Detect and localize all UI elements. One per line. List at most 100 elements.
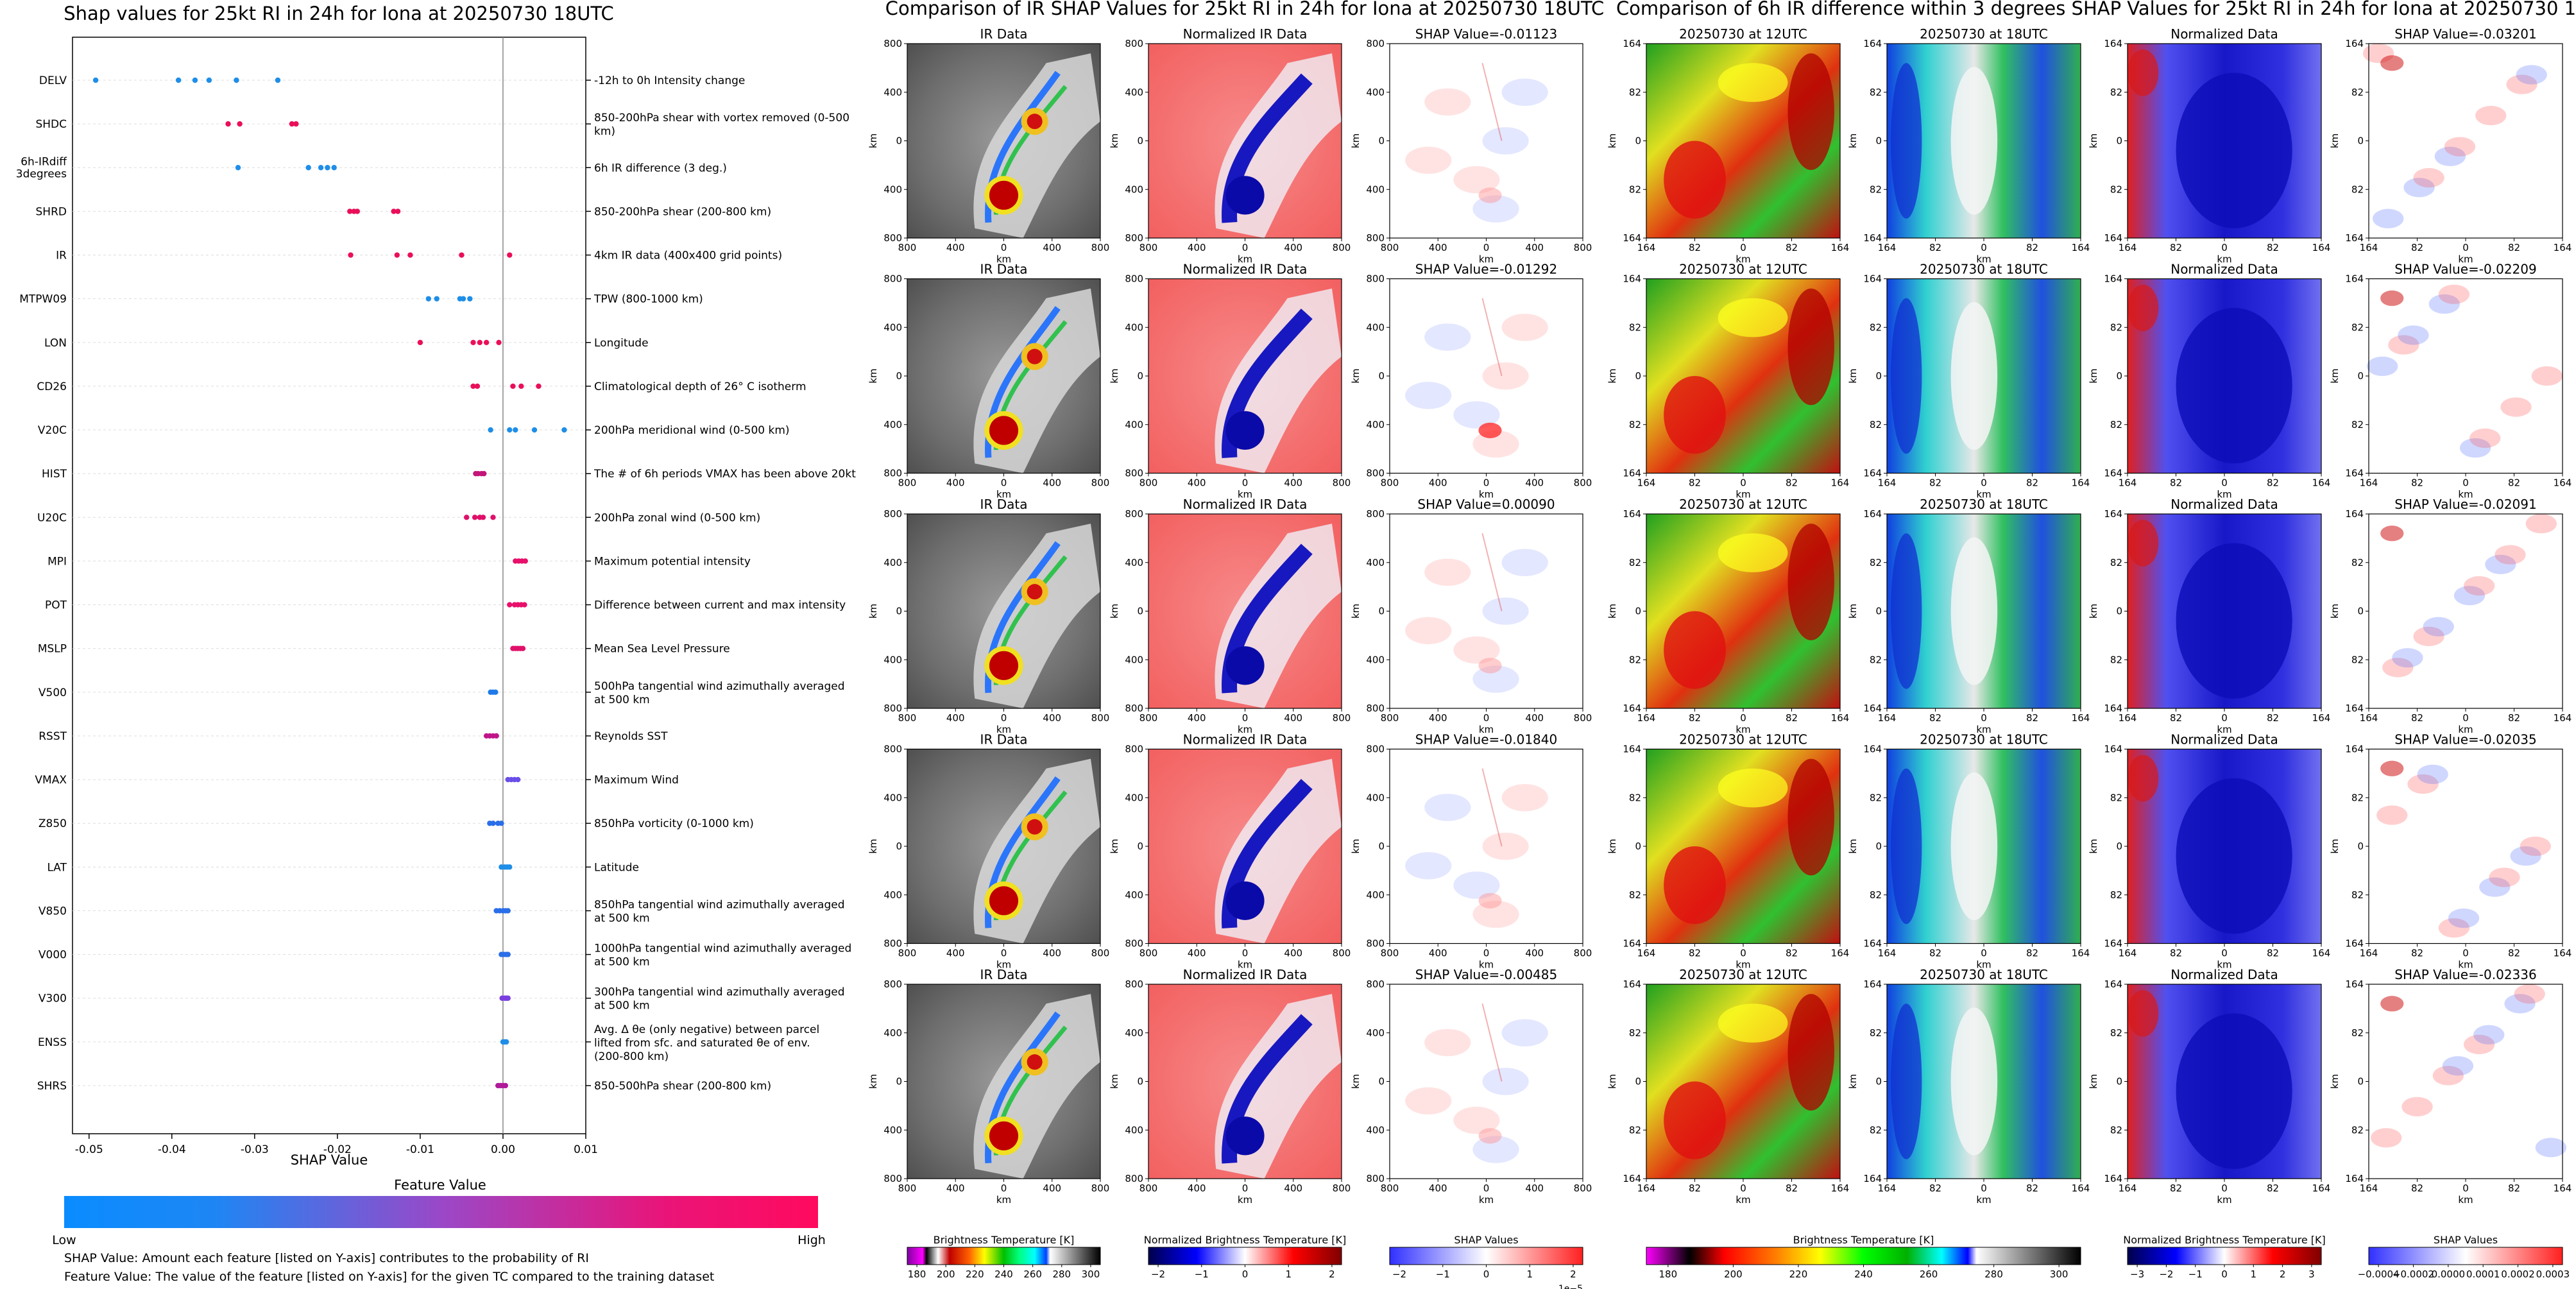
panel-title: 20250730 at 12UTC [1679, 732, 1807, 747]
feature-code-label: VMAX [35, 774, 67, 787]
panel-title: IR Data [980, 732, 1028, 747]
panel-ytick-label: 0 [2116, 370, 2122, 382]
panel-ytick-label: 164 [1623, 38, 1641, 49]
colorbar-strip [2127, 1247, 2322, 1265]
feature-code-label: V20C [38, 424, 67, 437]
panel-ytick-label: 400 [1366, 557, 1385, 568]
panel-xtick-label: 400 [946, 712, 965, 724]
panel-ytick-label: 800 [883, 38, 902, 49]
ir-core-red [1027, 819, 1043, 835]
panel-ytick-label: 82 [2110, 321, 2122, 333]
panel-xlabel: km [1238, 253, 1252, 265]
panel-xtick-label: 82 [2170, 477, 2182, 489]
panel-ylabel: km [1350, 839, 1361, 853]
panel-xtick-label: 82 [1786, 712, 1798, 724]
panel-ytick-label: 400 [1125, 792, 1143, 803]
panel-xtick-label: 82 [2411, 1182, 2423, 1194]
shap-point [192, 77, 198, 83]
shap-point [513, 427, 518, 433]
panel-ytick-label: 800 [1366, 703, 1385, 714]
panel-xtick-label: 800 [1381, 242, 1399, 253]
panel-xlabel: km [2217, 959, 2231, 971]
shap-point [305, 165, 311, 171]
shap-blob [1453, 401, 1500, 429]
colorbar-label: Normalized Brightness Temperature [K] [1144, 1234, 1347, 1246]
shap-point [503, 1039, 509, 1045]
shap-point [470, 339, 476, 345]
panel-ytick-label: 164 [2104, 938, 2122, 950]
feature-description: 850hPa vorticity (0-1000 km) [594, 817, 754, 830]
panel-xlabel: km [2458, 959, 2473, 971]
panel-ytick-label: 800 [1125, 508, 1143, 520]
shap-point [561, 427, 567, 433]
shap-image [1390, 984, 1583, 1179]
panel-xtick-label: 82 [1689, 242, 1701, 253]
shap-eye-blob [1478, 187, 1502, 203]
diff-deep-blue [2176, 307, 2292, 464]
norm-eye [1225, 646, 1265, 685]
panel-ytick-label: 400 [883, 1124, 902, 1136]
ir-eye [989, 180, 1019, 210]
diff-shap-blob [2463, 1034, 2495, 1055]
panel-ytick-label: 164 [1623, 1173, 1641, 1184]
panel-xtick-label: 0 [1001, 477, 1007, 489]
colorbar-tick-label: −0.0002 [2393, 1268, 2434, 1280]
panel-xtick-label: 400 [1284, 242, 1302, 253]
diff-red-patch [2128, 990, 2159, 1037]
feature-code-label: POT [45, 599, 67, 612]
diff-yellow-patch [1718, 63, 1788, 102]
panel-xtick-label: 82 [1929, 948, 1941, 959]
panel-ytick-label: 82 [2351, 889, 2364, 901]
panel-xtick-label: 164 [2360, 477, 2378, 489]
panel-xtick-label: 82 [2026, 1182, 2038, 1194]
panel-xtick-label: 0 [1740, 477, 1746, 489]
panel-xlabel: km [1238, 959, 1252, 971]
panel-ytick-label: 0 [1137, 370, 1143, 382]
panel-xlabel: km [1238, 1194, 1252, 1206]
shap-point [490, 515, 496, 520]
panel-xtick-label: 400 [1525, 948, 1544, 959]
diff-shap-blob [2398, 325, 2429, 345]
diff-deep-blue [2176, 1013, 2292, 1169]
panel-xtick-label: 82 [2267, 1182, 2279, 1194]
panel-xtick-label: 82 [2508, 477, 2520, 489]
panel-ylabel: km [2329, 1074, 2341, 1089]
panel-xtick-label: 164 [1831, 712, 1850, 724]
panel-ytick-label: 0 [2116, 606, 2122, 617]
panel-ytick-label: 164 [1863, 232, 1882, 244]
panel-xtick-label: 800 [1381, 712, 1399, 724]
panel-xtick-label: 0 [2221, 948, 2228, 959]
panel-ytick-label: 82 [1870, 654, 1882, 665]
feature-code-label: SHRD [36, 205, 67, 218]
panel-ytick-label: 164 [2104, 273, 2122, 285]
panel-ytick-label: 164 [1863, 508, 1882, 520]
panel-ylabel: km [2329, 368, 2341, 383]
feature-code-label: MSLP [38, 643, 67, 656]
shap-blob [1424, 1029, 1471, 1057]
panel-title: Normalized IR Data [1183, 262, 1308, 277]
diff-blue-band [1891, 768, 1922, 925]
panel-ytick-label: 0 [1635, 135, 1641, 147]
panel-xtick-label: 82 [1786, 477, 1798, 489]
panel-xlabel: km [1479, 959, 1494, 971]
panel-xlabel: km [996, 489, 1011, 500]
legend-title: Feature Value [394, 1177, 486, 1193]
panel-xtick-label: 0 [2221, 242, 2228, 253]
panel-xtick-label: 0 [1483, 477, 1490, 489]
shap-point [531, 427, 538, 433]
panel-ytick-label: 0 [1635, 370, 1641, 382]
ir-colorbars: Brightness Temperature [K]180 200 220 240 26… [907, 1234, 1583, 1289]
panel-xtick-label: 800 [1574, 948, 1592, 959]
panel-ytick-label: 400 [1366, 792, 1385, 803]
panel-xtick-label: 82 [2411, 242, 2423, 253]
panel-xtick-label: 164 [1637, 477, 1656, 489]
feature-code-label: LAT [47, 861, 67, 874]
panel-xtick-label: 164 [1831, 948, 1850, 959]
panel-ytick-label: 0 [1635, 841, 1641, 852]
colorbar-tick-label: 0 [2221, 1268, 2228, 1280]
panel-xtick-label: 164 [2312, 477, 2331, 489]
panel-xtick-label: 400 [1188, 948, 1206, 959]
diff-shap-hotspot [2380, 760, 2404, 776]
shap-blob [1501, 549, 1548, 576]
diff-shap-blob [2500, 397, 2532, 417]
